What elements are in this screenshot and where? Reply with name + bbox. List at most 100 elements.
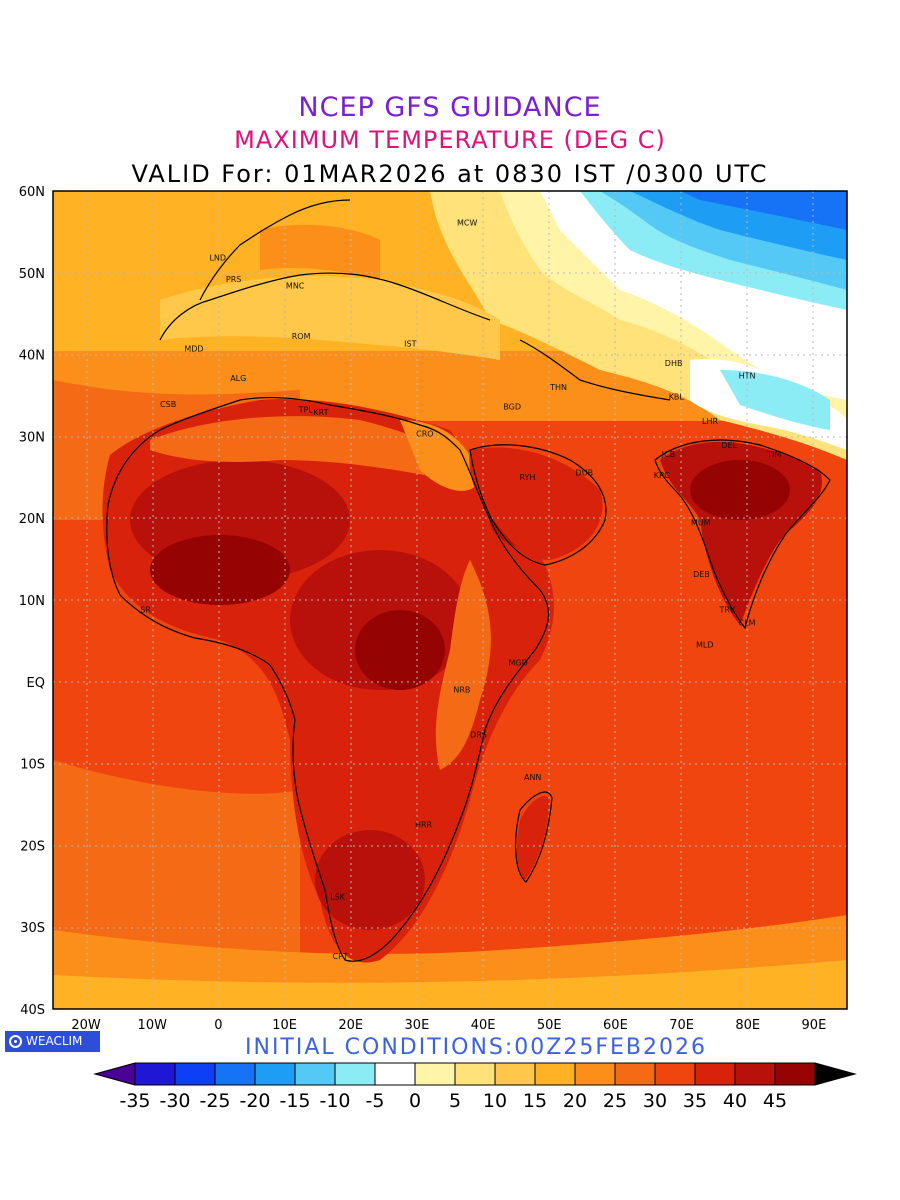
coastline	[106, 199, 831, 962]
colorbar-swatch	[654, 1062, 696, 1086]
city-label: RYH	[519, 473, 535, 482]
colorbar-swatch	[334, 1062, 376, 1086]
lon-tick-label: 70E	[669, 1018, 694, 1033]
colorbar: -35 -30 -25 -20 -15 -10 -5 0 5 10 15 20 25 30 35 40 45	[93, 1062, 857, 1112]
city-label: LHR	[702, 417, 718, 426]
colorbar-arrow-high	[814, 1062, 857, 1086]
lat-tick-label: 50N	[19, 267, 45, 282]
city-label: IST	[404, 339, 416, 348]
title-line-1: NCEP GFS GUIDANCE	[298, 92, 602, 123]
colorbar-label: -20	[239, 1090, 270, 1112]
colorbar-swatch	[454, 1062, 496, 1086]
city-label: SR	[140, 605, 151, 614]
city-label: NRB	[453, 685, 470, 694]
colorbar-label: 5	[449, 1090, 461, 1112]
lat-tick-label: 10N	[19, 594, 45, 609]
colorbar-label: -15	[279, 1090, 310, 1112]
city-label: MGD	[509, 658, 528, 667]
city-label: KBL	[669, 393, 685, 402]
colorbar-label: 0	[409, 1090, 421, 1112]
lat-tick-label: EQ	[27, 676, 45, 691]
city-label: CRO	[416, 429, 433, 438]
colorbar-label: 45	[763, 1090, 787, 1112]
city-label: BGD	[503, 402, 521, 411]
city-label: DEB	[693, 570, 710, 579]
colorbar-swatch	[494, 1062, 536, 1086]
colorbar-swatch	[694, 1062, 736, 1086]
lon-tick-label: 0	[214, 1018, 222, 1033]
city-label: ALG	[230, 374, 246, 383]
colorbar-swatch	[614, 1062, 656, 1086]
city-label: TPL	[298, 406, 314, 415]
lon-tick-label: 50E	[537, 1018, 562, 1033]
colorbar-swatch	[414, 1062, 456, 1086]
lat-tick-label: 20S	[20, 839, 45, 854]
city-label: CLM	[739, 618, 756, 627]
colorbar-label: -5	[366, 1090, 385, 1112]
lat-tick-label: 60N	[19, 185, 45, 200]
lat-tick-label: 40N	[19, 349, 45, 364]
lon-tick-label: 80E	[735, 1018, 760, 1033]
colorbar-swatch	[174, 1062, 216, 1086]
city-label: DEL	[721, 441, 737, 450]
badge-label: WEACLIM	[26, 1034, 83, 1048]
longitude-axis: 20W 10W 0 10E 20E 30E 40E 50E 60E 70E 80E 90E	[71, 1018, 826, 1033]
lat-tick-label: 10S	[20, 758, 45, 773]
lat-tick-label: 30N	[19, 430, 45, 445]
colorbar-swatch	[734, 1062, 776, 1086]
colorbar-label: -25	[199, 1090, 230, 1112]
initial-conditions: INITIAL CONDITIONS:00Z25FEB2026	[245, 1035, 707, 1060]
colorbar-label: 30	[643, 1090, 667, 1112]
colorbar-arrow-low	[93, 1062, 136, 1086]
colorbar-label: 10	[483, 1090, 507, 1112]
map-field: MCW LND PRS MNC ROM MDD IST ALG CSB TPL KRT CRO BGD T…	[53, 191, 847, 1009]
colorbar-swatch	[574, 1062, 616, 1086]
colorbar-swatch	[374, 1062, 416, 1086]
latitude-axis: 60N 50N 40N 30N 20N 10N EQ 10S 20S 30S 40S	[19, 185, 45, 1018]
colorbar-label: -10	[319, 1090, 350, 1112]
title-line-3: VALID For: 01MAR2026 at 0830 IST /0300 U…	[131, 160, 769, 188]
colorbar-label: 35	[683, 1090, 707, 1112]
city-label: ROM	[292, 332, 311, 341]
city-label: DUB	[576, 469, 594, 478]
city-label: DHB	[665, 359, 683, 368]
lat-tick-label: 30S	[20, 921, 45, 936]
city-label: CPT	[333, 952, 348, 961]
city-label: DRS	[470, 730, 487, 739]
colorbar-swatch	[534, 1062, 576, 1086]
lon-tick-label: 30E	[405, 1018, 430, 1033]
city-label: KRC	[654, 471, 670, 480]
city-label: KRT	[313, 408, 328, 417]
colorbar-label: -30	[159, 1090, 190, 1112]
city-label: CSB	[160, 400, 176, 409]
colorbar-label: 15	[523, 1090, 547, 1112]
logo-icon	[9, 1035, 22, 1048]
city-label: PRS	[226, 275, 241, 284]
colorbar-swatch	[774, 1062, 816, 1086]
city-label: HRR	[415, 820, 433, 829]
city-label: MCW	[457, 218, 477, 227]
lon-tick-label: 20W	[71, 1018, 101, 1033]
city-label: JCB	[661, 450, 675, 459]
lon-tick-label: 40E	[471, 1018, 496, 1033]
city-labels: MCW LND PRS MNC ROM MDD IST ALG CSB TPL KRT CRO BGD T…	[140, 218, 781, 961]
lon-tick-label: 90E	[802, 1018, 827, 1033]
city-label: ANN	[524, 773, 541, 782]
colorbar-swatch	[134, 1062, 176, 1086]
city-label: MUM	[691, 519, 711, 528]
colorbar-label: 20	[563, 1090, 587, 1112]
city-label: LND	[209, 254, 226, 263]
lon-tick-label: 20E	[338, 1018, 363, 1033]
colorbar-label: 25	[603, 1090, 627, 1112]
city-label: HTN	[739, 371, 756, 380]
weaclim-badge: WEACLIM	[5, 1031, 100, 1052]
colorbar-swatch	[254, 1062, 296, 1086]
lat-tick-label: 20N	[19, 512, 45, 527]
colorbar-label: -35	[119, 1090, 150, 1112]
lon-tick-label: 10E	[272, 1018, 297, 1033]
city-label: THN	[549, 383, 567, 392]
city-label: MDD	[184, 344, 203, 353]
title-line-2: MAXIMUM TEMPERATURE (DEG C)	[234, 126, 666, 154]
city-label: MLD	[696, 640, 714, 649]
